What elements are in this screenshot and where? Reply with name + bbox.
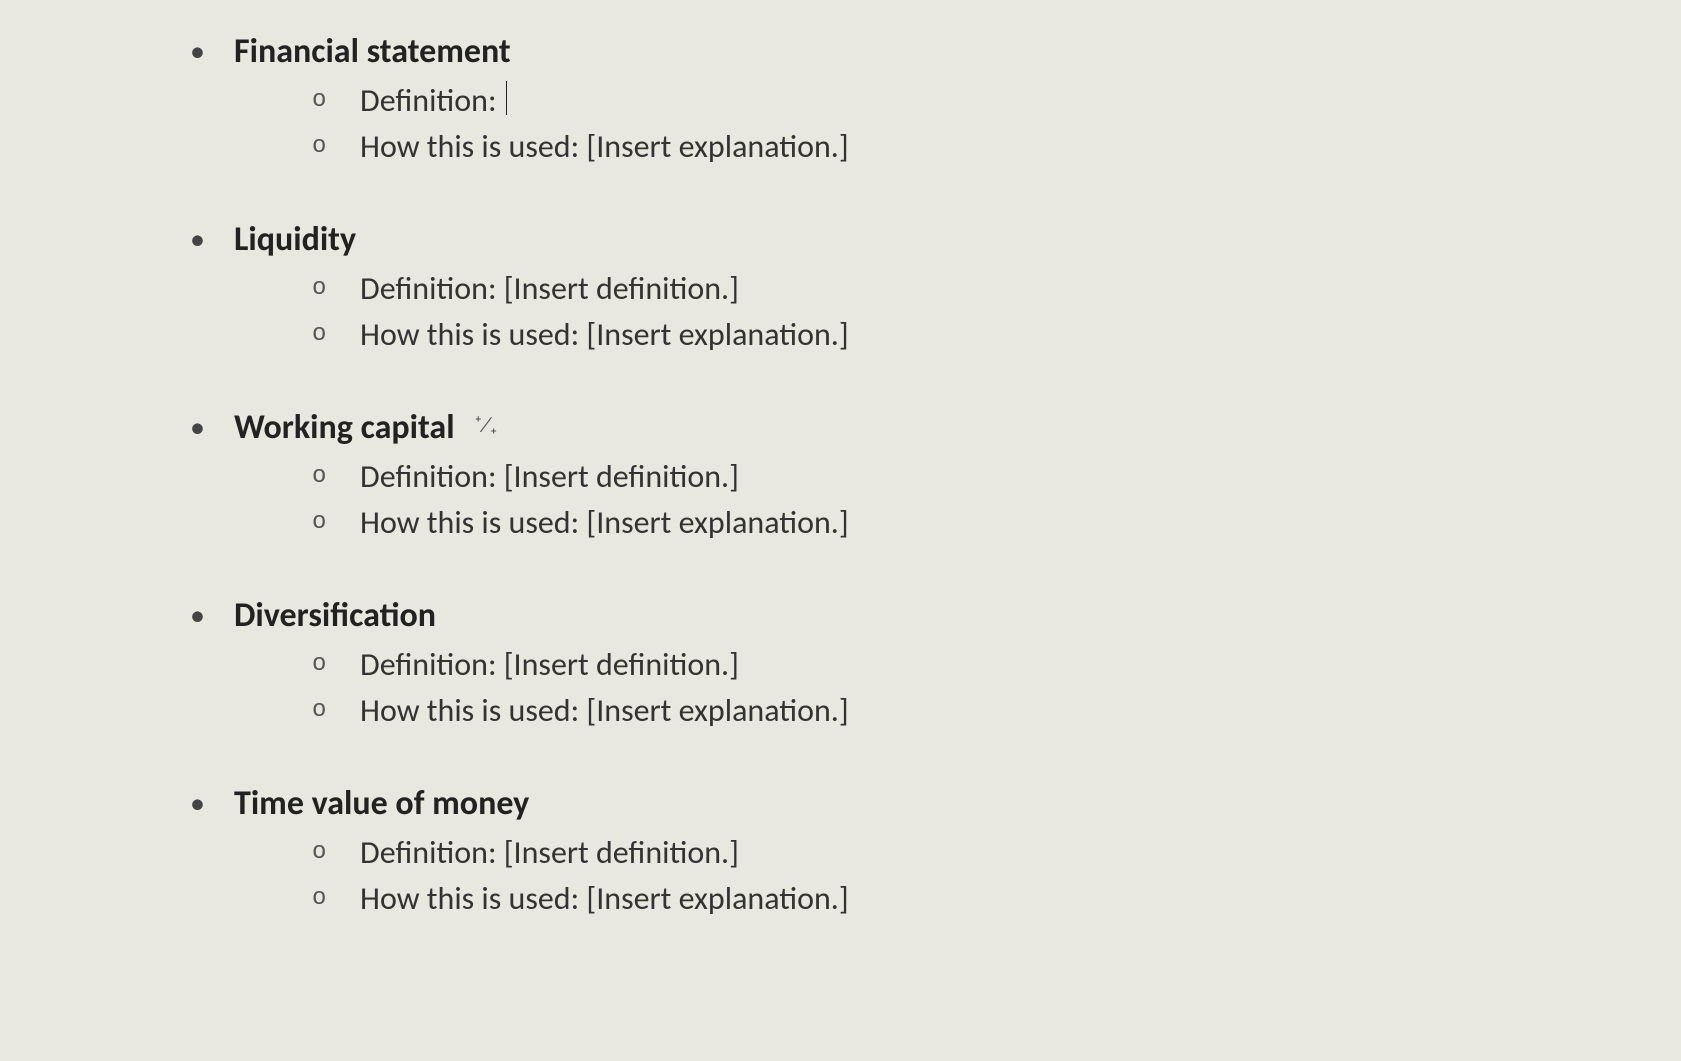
- usage-label: How this is used:: [360, 879, 579, 918]
- definition-label: Definition:: [360, 833, 497, 872]
- definition-line[interactable]: Definition: [Insert definition.]: [302, 642, 1561, 688]
- document-page: Financial statement Definition: How this…: [0, 0, 1681, 1000]
- definition-label: Definition:: [360, 269, 497, 308]
- term-sublist: Definition: [Insert definition.] How thi…: [234, 454, 1561, 546]
- definition-label: Definition:: [360, 457, 497, 496]
- usage-line[interactable]: How this is used: [Insert explanation.]: [302, 500, 1561, 546]
- term-list: Financial statement Definition: How this…: [180, 30, 1561, 922]
- usage-line[interactable]: How this is used: [Insert explanation.]: [302, 876, 1561, 922]
- usage-value: [Insert explanation.]: [586, 879, 848, 918]
- usage-label: How this is used:: [360, 127, 579, 166]
- definition-value: [Insert definition.]: [504, 645, 739, 684]
- definition-line[interactable]: Definition: [Insert definition.]: [302, 266, 1561, 312]
- term-sublist: Definition: [Insert definition.] How thi…: [234, 830, 1561, 922]
- definition-line[interactable]: Definition:: [302, 78, 1561, 124]
- term-item[interactable]: Financial statement Definition: How this…: [180, 30, 1561, 170]
- term-sublist: Definition: [Insert definition.] How thi…: [234, 642, 1561, 734]
- usage-label: How this is used:: [360, 315, 579, 354]
- definition-value: [Insert definition.]: [504, 833, 739, 872]
- usage-line[interactable]: How this is used: [Insert explanation.]: [302, 688, 1561, 734]
- term-sublist: Definition: [Insert definition.] How thi…: [234, 266, 1561, 358]
- term-title: Liquidity: [234, 219, 356, 260]
- term-title: Diversification: [234, 595, 436, 636]
- usage-line[interactable]: How this is used: [Insert explanation.]: [302, 124, 1561, 170]
- term-title: Time value of money: [234, 783, 529, 824]
- definition-value: [Insert definition.]: [504, 269, 739, 308]
- definition-line[interactable]: Definition: [Insert definition.]: [302, 454, 1561, 500]
- usage-value: [Insert explanation.]: [586, 503, 848, 542]
- term-item[interactable]: Liquidity Definition: [Insert definition…: [180, 218, 1561, 358]
- usage-line[interactable]: How this is used: [Insert explanation.]: [302, 312, 1561, 358]
- definition-line[interactable]: Definition: [Insert definition.]: [302, 830, 1561, 876]
- text-cursor-icon: [506, 81, 507, 115]
- usage-label: How this is used:: [360, 503, 579, 542]
- term-title: Financial statement: [234, 31, 511, 72]
- term-sublist: Definition: How this is used: [Insert ex…: [234, 78, 1561, 170]
- term-title: Working capital: [234, 407, 455, 448]
- usage-value: [Insert explanation.]: [586, 691, 848, 730]
- definition-label: Definition:: [360, 645, 497, 684]
- term-item[interactable]: Time value of money Definition: [Insert …: [180, 782, 1561, 922]
- term-item[interactable]: Working capital ⁺⁄₊ Definition: [Insert …: [180, 406, 1561, 546]
- definition-value: [Insert definition.]: [504, 457, 739, 496]
- usage-value: [Insert explanation.]: [586, 315, 848, 354]
- term-item[interactable]: Diversification Definition: [Insert defi…: [180, 594, 1561, 734]
- paste-options-icon[interactable]: ⁺⁄₊: [474, 414, 497, 436]
- usage-label: How this is used:: [360, 691, 579, 730]
- usage-value: [Insert explanation.]: [586, 127, 848, 166]
- definition-label: Definition:: [360, 81, 497, 120]
